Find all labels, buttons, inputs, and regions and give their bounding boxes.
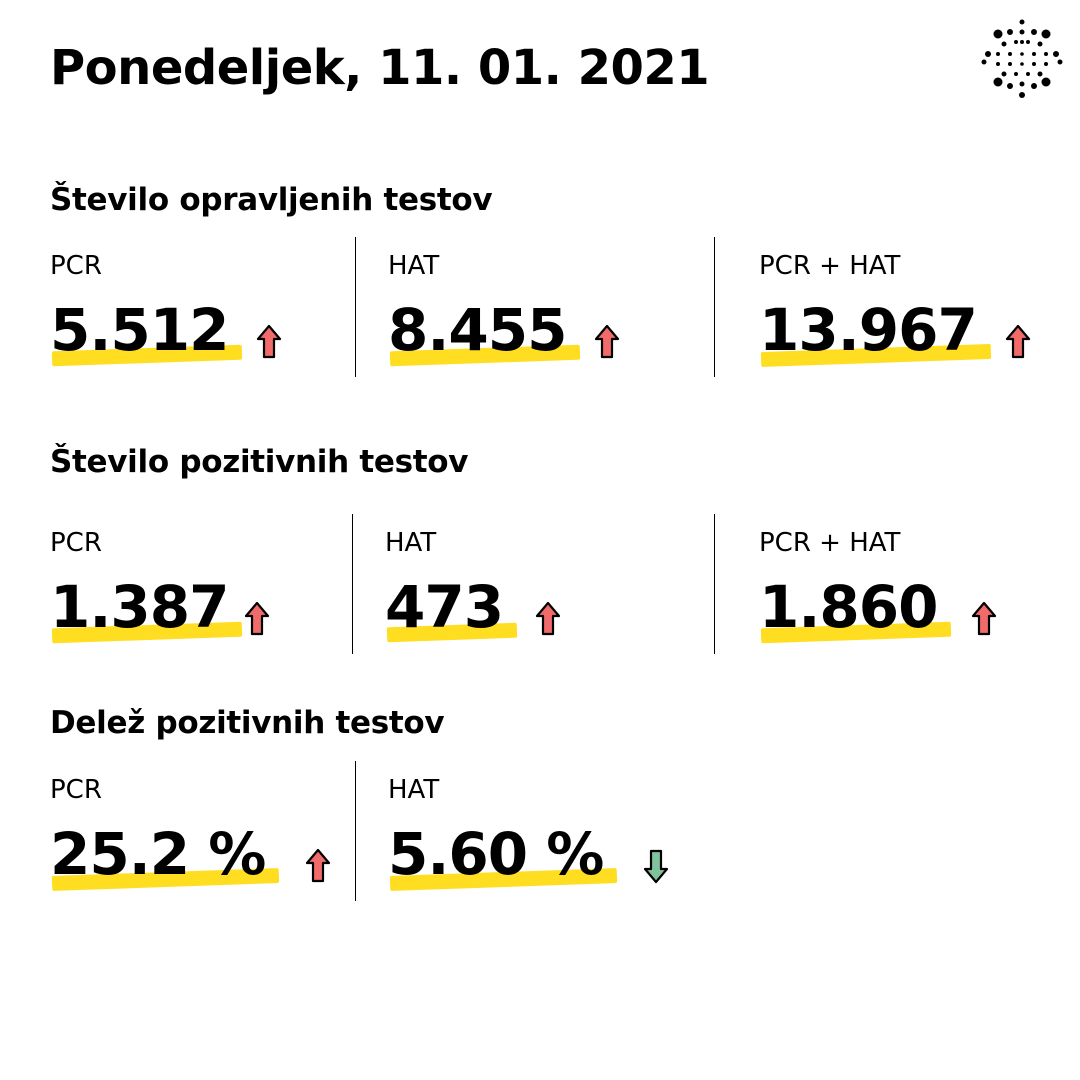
- arrow-up-icon: [257, 324, 282, 358]
- stat-value: 5.60 %: [388, 825, 609, 883]
- stat-label: PCR + HAT: [759, 528, 901, 558]
- page-title: Ponedeljek, 11. 01. 2021: [50, 40, 710, 96]
- stat-value: 25.2 %: [50, 825, 271, 883]
- stat-label: HAT: [385, 528, 437, 558]
- stat-value: 8.455: [388, 301, 572, 359]
- stat-label: PCR: [50, 251, 102, 281]
- stat-card-hat-share: HAT 5.60 %: [355, 761, 696, 901]
- arrow-up-icon: [595, 324, 620, 358]
- dots-sphere-logo-icon: [981, 19, 1063, 98]
- arrow-up-icon: [535, 601, 561, 635]
- stat-value: 473: [385, 578, 509, 636]
- stat-value: 13.967: [759, 301, 983, 359]
- stat-label: PCR: [50, 775, 102, 805]
- stat-label: PCR + HAT: [759, 251, 901, 281]
- arrow-up-icon: [306, 848, 331, 882]
- stat-card-hat-tests: HAT 8.455: [355, 237, 728, 377]
- stat-card-total-positive: PCR + HAT 1.860: [714, 514, 1045, 654]
- section-heading-tests-performed: Število opravljenih testov: [50, 182, 493, 218]
- arrow-down-icon: [644, 849, 669, 883]
- stat-card-pcr-positive: PCR 1.387: [50, 514, 350, 654]
- stat-label: HAT: [388, 251, 440, 281]
- stat-value: 1.387: [50, 578, 234, 636]
- stat-card-hat-positive: HAT 473: [352, 514, 693, 654]
- section-heading-positive-tests: Število pozitivnih testov: [50, 444, 469, 480]
- arrow-up-icon: [1005, 324, 1030, 358]
- stat-value: 1.860: [759, 578, 943, 636]
- stat-card-pcr-share: PCR 25.2 %: [50, 761, 350, 901]
- stat-card-total-tests: PCR + HAT 13.967: [714, 237, 1045, 377]
- stat-label: HAT: [388, 775, 440, 805]
- arrow-up-icon: [245, 601, 270, 635]
- stat-label: PCR: [50, 528, 102, 558]
- section-heading-positive-share: Delež pozitivnih testov: [50, 705, 445, 741]
- stat-card-pcr-tests: PCR 5.512: [50, 237, 350, 377]
- arrow-up-icon: [972, 601, 997, 635]
- stat-value: 5.512: [50, 301, 234, 359]
